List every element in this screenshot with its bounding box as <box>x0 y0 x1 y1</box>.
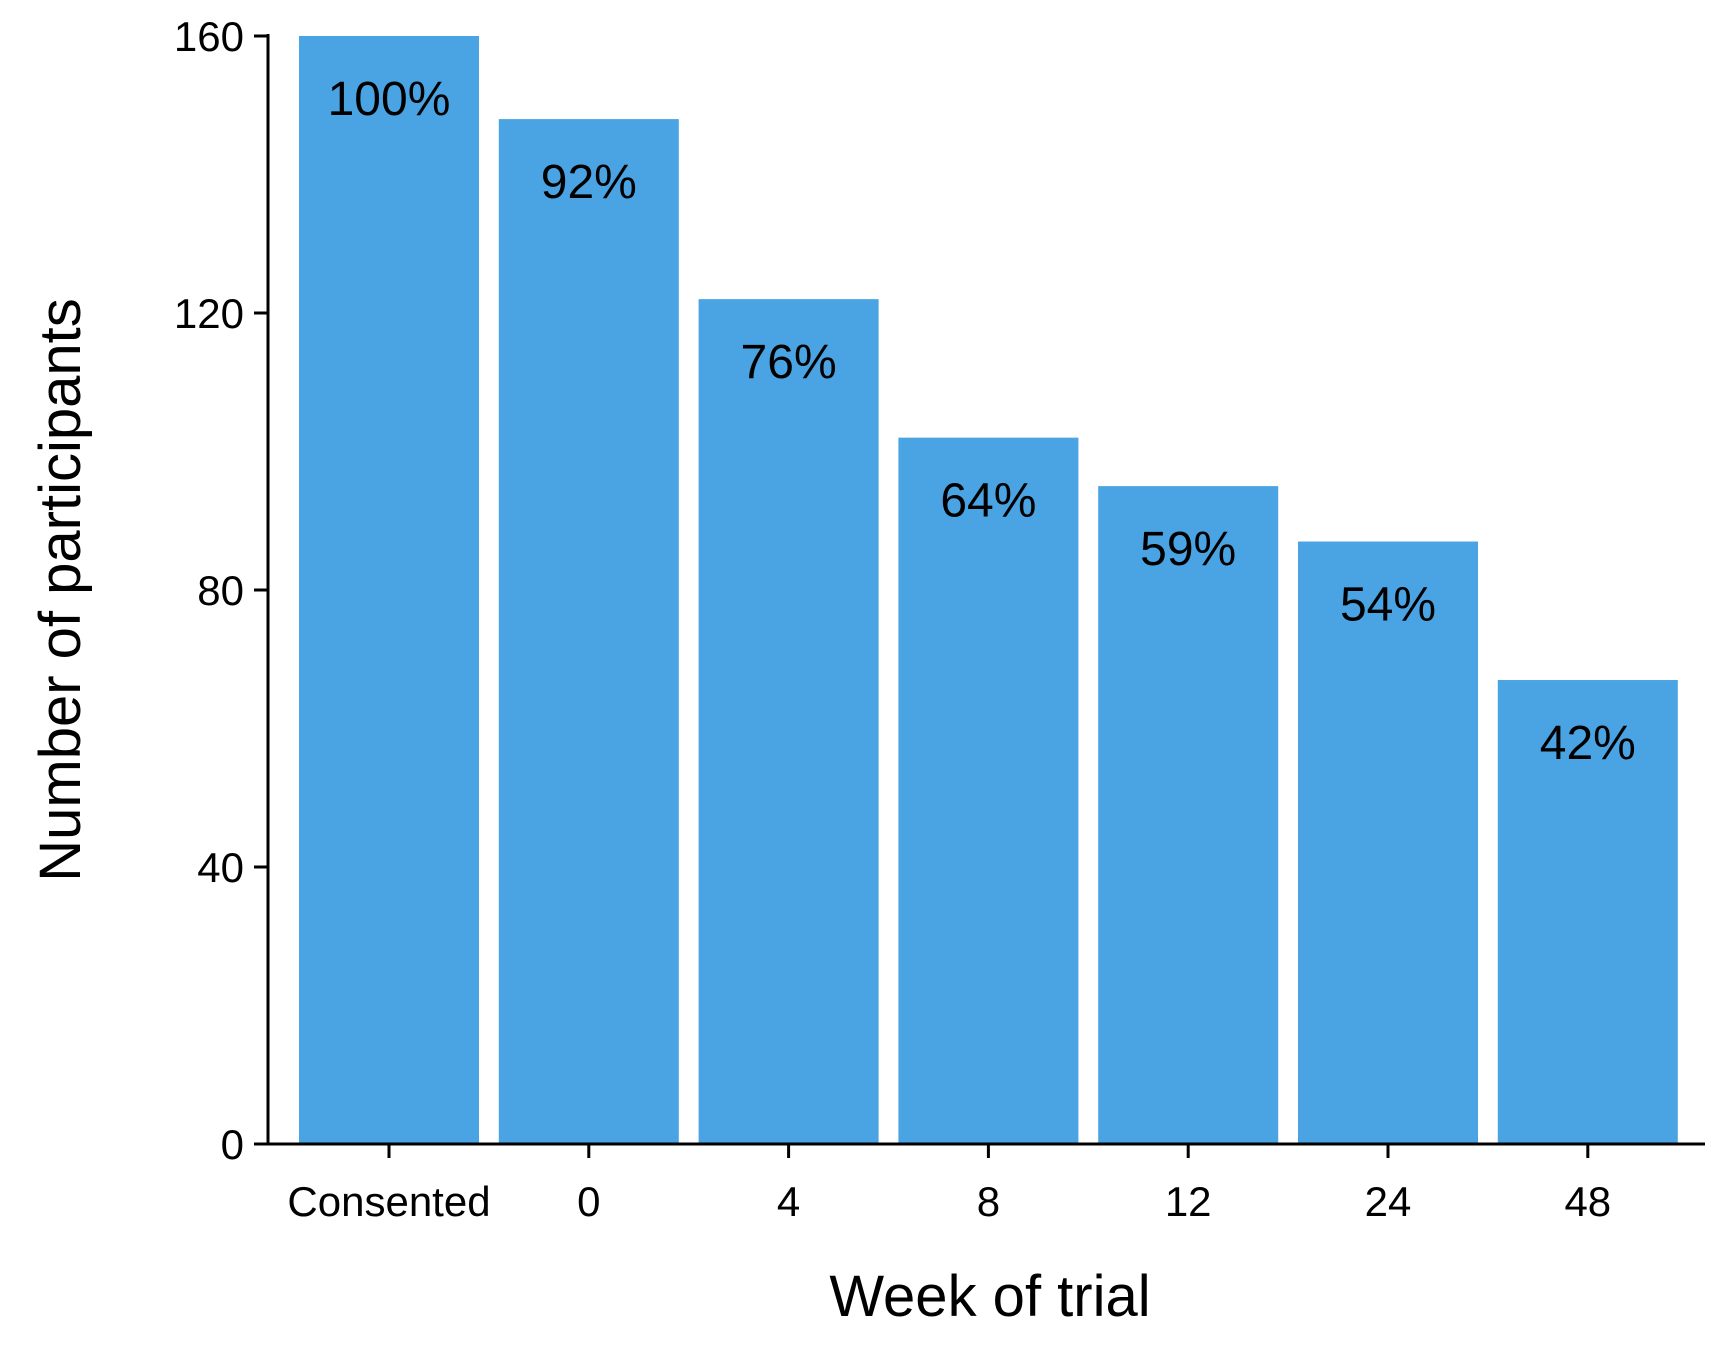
y-tick-label: 0 <box>221 1121 244 1168</box>
x-tick-label: 4 <box>777 1178 800 1225</box>
x-tick-label: 24 <box>1365 1178 1412 1225</box>
bar-0 <box>498 119 679 1145</box>
y-tick-label: 80 <box>197 567 244 614</box>
x-ticks-layer: Consented 0 4 8 12 24 48 <box>287 1144 1611 1225</box>
y-ticks-layer: 0 40 80 120 160 <box>174 13 268 1168</box>
bar-4 <box>698 299 879 1144</box>
data-label-4: 76% <box>741 336 837 389</box>
y-tick-label: 160 <box>174 13 244 60</box>
y-tick-label: 40 <box>197 844 244 891</box>
bar-8 <box>898 437 1079 1144</box>
bar-consented <box>299 36 479 1144</box>
x-tick-label: 0 <box>577 1178 600 1225</box>
x-tick-label: 48 <box>1564 1178 1611 1225</box>
bar-24 <box>1298 541 1478 1144</box>
data-label-consented: 100% <box>328 73 451 126</box>
x-tick-label: 8 <box>977 1178 1000 1225</box>
y-tick-label: 120 <box>174 290 244 337</box>
y-axis-title: Number of participants <box>28 298 93 881</box>
bar-12 <box>1098 486 1279 1144</box>
data-label-48: 42% <box>1540 717 1636 770</box>
data-label-24: 54% <box>1340 579 1436 632</box>
x-axis-title: Week of trial <box>829 1264 1150 1329</box>
bars-layer <box>299 36 1678 1145</box>
bar-48 <box>1497 680 1678 1144</box>
x-tick-label: Consented <box>287 1178 490 1225</box>
data-label-12: 59% <box>1140 523 1236 576</box>
x-tick-label: 12 <box>1165 1178 1212 1225</box>
data-label-0: 92% <box>541 156 637 209</box>
data-label-8: 64% <box>940 475 1036 528</box>
data-labels-layer: 100% 92% 76% 64% 59% 54% 42% <box>328 73 1636 770</box>
